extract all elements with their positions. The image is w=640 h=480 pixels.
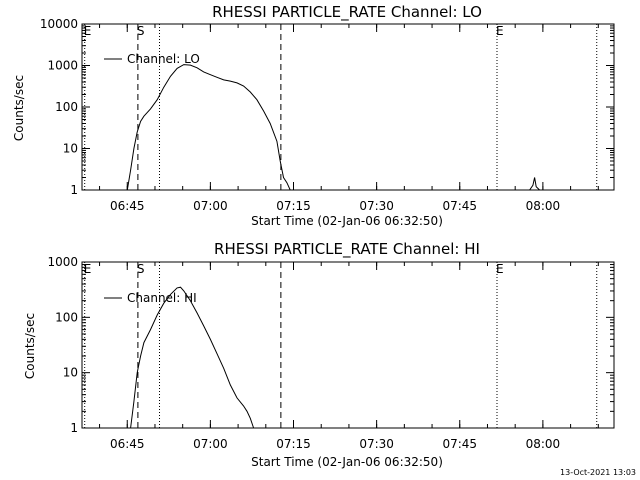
series-line-lo: [126, 64, 540, 191]
y-tick-marks-lo: [82, 23, 614, 191]
x-tick-label: 07:30: [359, 437, 394, 451]
y-tick-label: 1000: [47, 59, 78, 73]
y-tick-label: 1: [70, 421, 78, 435]
x-tick-label: 07:45: [442, 199, 477, 213]
legend-label-hi: Channel: HI: [127, 291, 197, 305]
marker-label: E: [496, 262, 504, 276]
y-tick-label: 10: [63, 366, 78, 380]
x-tick-label: 08:00: [526, 199, 561, 213]
marker-label: E: [496, 24, 504, 38]
x-tick-label: 06:45: [110, 199, 145, 213]
x-tick-label: 07:45: [442, 437, 477, 451]
x-tick-label: 07:15: [276, 437, 311, 451]
y-tick-label: 100: [55, 100, 78, 114]
x-tick-label: 07:30: [359, 199, 394, 213]
x-tick-label: 07:00: [193, 437, 228, 451]
x-tick-label: 06:45: [110, 437, 145, 451]
x-tick-label: 07:15: [276, 199, 311, 213]
y-tick-label: 1: [70, 183, 78, 197]
y-axis-label-lo: Counts/sec: [12, 75, 26, 141]
y-tick-label: 10000: [40, 17, 78, 31]
x-tick-label: 07:00: [193, 199, 228, 213]
series-line-hi: [130, 286, 255, 429]
x-tick-label: 08:00: [526, 437, 561, 451]
marker-label: E: [84, 24, 92, 38]
plot-frame-hi: [81, 261, 615, 429]
marker-label: S: [137, 24, 145, 38]
marker-label: E: [84, 262, 92, 276]
y-tick-labels-hi: 1 10 100 1000: [47, 255, 78, 435]
x-axis-label-hi: Start Time (02-Jan-06 06:32:50): [251, 455, 443, 469]
time-markers-hi: [84, 262, 598, 428]
x-axis-label-lo: Start Time (02-Jan-06 06:32:50): [251, 214, 443, 228]
legend-label-lo: Channel: LO: [127, 52, 200, 66]
chart-panel-hi: RHESSI PARTICLE_RATE Channel: HI E S E Cha…: [23, 240, 615, 469]
x-tick-marks-hi: [99, 262, 599, 428]
chart-title-hi: RHESSI PARTICLE_RATE Channel: HI: [214, 240, 480, 259]
x-tick-marks-lo: [99, 24, 599, 190]
x-tick-labels-hi: 06:45 07:00 07:15 07:30 07:45 08:00: [110, 437, 560, 451]
y-tick-label: 100: [55, 310, 78, 324]
chart-panel-lo: RHESSI PARTICLE_RATE Channel: LO E S E Cha…: [12, 3, 615, 228]
y-tick-label: 1000: [47, 255, 78, 269]
y-tick-marks-hi: [82, 261, 614, 429]
y-tick-labels-lo: 1 10 100 1000 10000: [40, 17, 78, 197]
y-tick-label: 10: [63, 142, 78, 156]
chart-title-lo: RHESSI PARTICLE_RATE Channel: LO: [212, 3, 482, 22]
marker-label: S: [137, 262, 145, 276]
footer-timestamp: 13-Oct-2021 13:03: [560, 468, 636, 477]
y-axis-label-hi: Counts/sec: [23, 313, 37, 379]
x-tick-labels-lo: 06:45 07:00 07:15 07:30 07:45 08:00: [110, 199, 560, 213]
time-markers-lo: [84, 24, 598, 190]
